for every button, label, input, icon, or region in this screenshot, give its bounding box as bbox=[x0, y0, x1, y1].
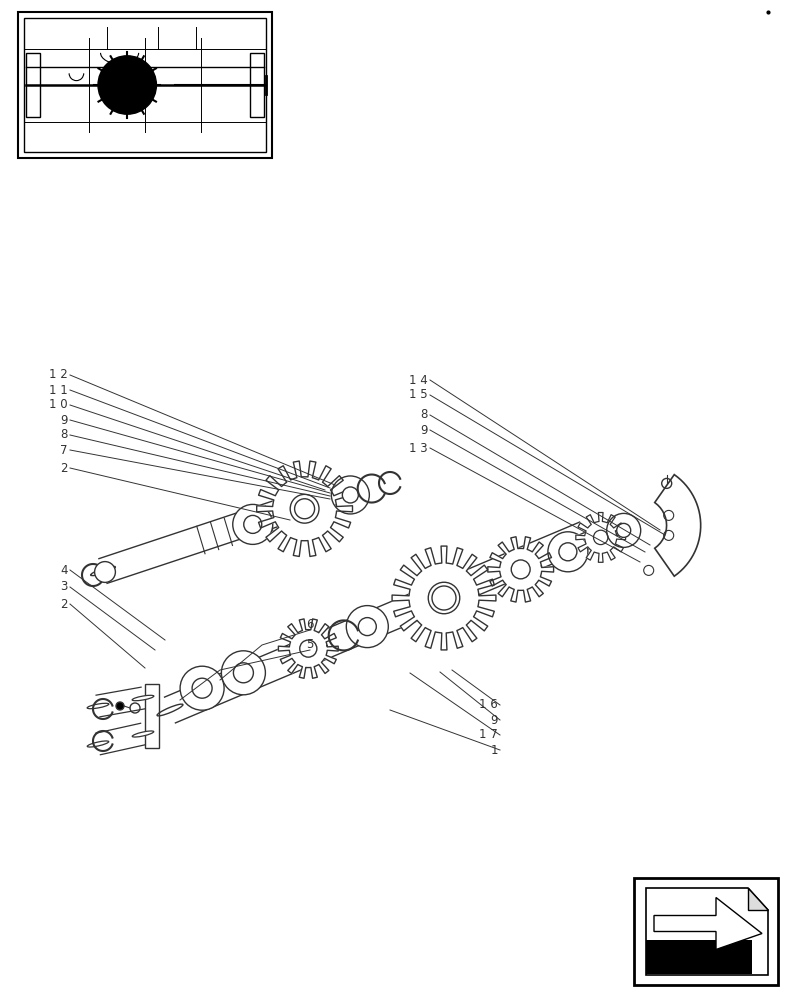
Ellipse shape bbox=[132, 731, 154, 737]
Bar bbox=[26, 53, 40, 117]
Polygon shape bbox=[654, 898, 762, 950]
Text: 4: 4 bbox=[61, 564, 68, 576]
Text: 2: 2 bbox=[61, 597, 68, 610]
Polygon shape bbox=[257, 461, 352, 556]
Text: 8: 8 bbox=[421, 408, 428, 422]
Text: 6: 6 bbox=[307, 618, 314, 632]
Text: 1 4: 1 4 bbox=[409, 373, 428, 386]
Polygon shape bbox=[488, 537, 554, 602]
Circle shape bbox=[331, 476, 370, 514]
Ellipse shape bbox=[157, 704, 183, 716]
Bar bbox=[18, 12, 272, 158]
Ellipse shape bbox=[132, 695, 154, 701]
Ellipse shape bbox=[87, 741, 109, 747]
Circle shape bbox=[607, 513, 641, 547]
Circle shape bbox=[192, 678, 212, 698]
Circle shape bbox=[232, 504, 273, 544]
Polygon shape bbox=[748, 888, 768, 910]
Polygon shape bbox=[576, 513, 626, 562]
Text: 8: 8 bbox=[61, 428, 68, 442]
Polygon shape bbox=[278, 619, 338, 678]
Text: 1 1: 1 1 bbox=[49, 383, 68, 396]
Ellipse shape bbox=[91, 566, 115, 576]
Polygon shape bbox=[655, 475, 701, 576]
Circle shape bbox=[548, 532, 588, 572]
Text: 2: 2 bbox=[61, 462, 68, 475]
Ellipse shape bbox=[572, 529, 598, 541]
Circle shape bbox=[342, 487, 359, 503]
Text: 1: 1 bbox=[490, 744, 498, 756]
Circle shape bbox=[617, 523, 630, 537]
Circle shape bbox=[233, 663, 254, 683]
Text: 9: 9 bbox=[421, 424, 428, 436]
Bar bbox=[646, 940, 752, 974]
Circle shape bbox=[95, 562, 115, 582]
Text: 9: 9 bbox=[61, 414, 68, 426]
Text: 1 7: 1 7 bbox=[479, 728, 498, 742]
Text: 1 3: 1 3 bbox=[410, 442, 428, 454]
Circle shape bbox=[243, 515, 262, 533]
Circle shape bbox=[116, 702, 124, 710]
Circle shape bbox=[346, 606, 388, 648]
Polygon shape bbox=[646, 888, 768, 975]
Text: 1 6: 1 6 bbox=[479, 698, 498, 712]
Text: 7: 7 bbox=[61, 444, 68, 456]
Text: 1 5: 1 5 bbox=[410, 388, 428, 401]
Text: 5: 5 bbox=[307, 639, 314, 652]
Circle shape bbox=[98, 56, 157, 114]
Bar bbox=[634, 878, 778, 985]
Circle shape bbox=[180, 666, 224, 710]
Bar bbox=[145, 684, 159, 748]
Ellipse shape bbox=[307, 494, 333, 504]
Text: 1 2: 1 2 bbox=[49, 368, 68, 381]
Circle shape bbox=[432, 586, 456, 610]
Bar bbox=[250, 53, 264, 117]
Circle shape bbox=[295, 499, 314, 519]
Text: 3: 3 bbox=[61, 580, 68, 593]
Polygon shape bbox=[392, 546, 496, 650]
Ellipse shape bbox=[87, 703, 109, 709]
Circle shape bbox=[221, 651, 266, 695]
Text: 9: 9 bbox=[490, 714, 498, 726]
Circle shape bbox=[559, 543, 577, 561]
Bar bbox=[24, 18, 266, 152]
Text: 1 0: 1 0 bbox=[50, 398, 68, 412]
Circle shape bbox=[359, 618, 377, 636]
